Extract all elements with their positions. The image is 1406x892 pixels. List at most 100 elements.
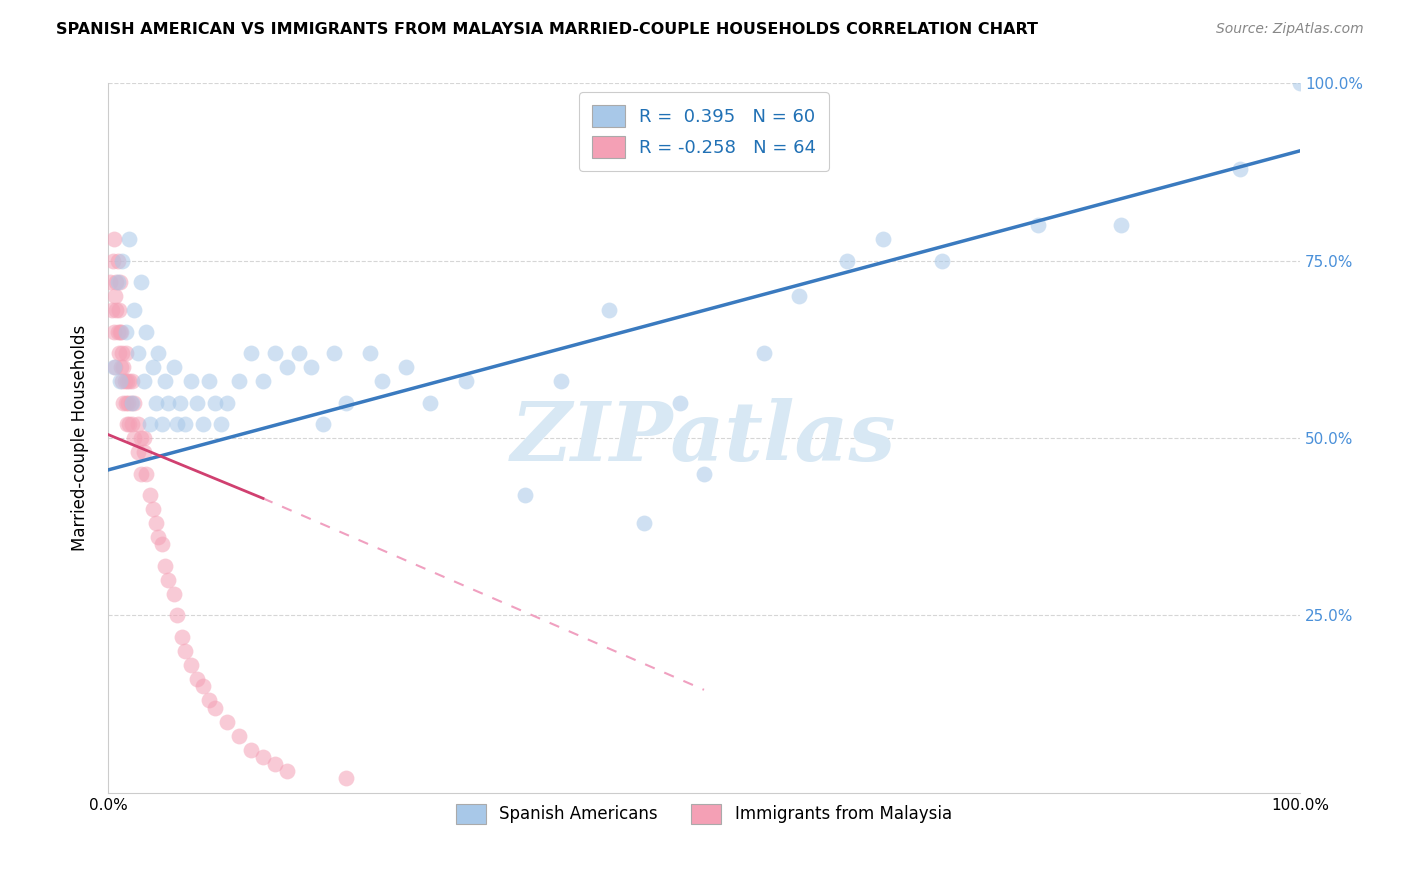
Point — [633, 516, 655, 530]
Point — [135, 467, 157, 481]
Point — [107, 303, 129, 318]
Point — [121, 417, 143, 431]
Point — [931, 253, 953, 268]
Point — [127, 417, 149, 431]
Point — [252, 750, 274, 764]
Text: ZIPatlas: ZIPatlas — [512, 398, 897, 478]
Point — [105, 303, 128, 318]
Point — [131, 431, 153, 445]
Point — [146, 530, 169, 544]
Point — [240, 743, 263, 757]
Point — [115, 417, 138, 431]
Point — [122, 431, 145, 445]
Point — [118, 232, 141, 246]
Point — [162, 360, 184, 375]
Point — [127, 445, 149, 459]
Y-axis label: Married-couple Households: Married-couple Households — [72, 325, 89, 551]
Point — [162, 587, 184, 601]
Point — [335, 395, 357, 409]
Point — [240, 346, 263, 360]
Point — [276, 360, 298, 375]
Point — [127, 346, 149, 360]
Point — [120, 395, 142, 409]
Point — [108, 275, 131, 289]
Point — [193, 417, 215, 431]
Point — [110, 325, 132, 339]
Text: Source: ZipAtlas.com: Source: ZipAtlas.com — [1216, 22, 1364, 37]
Point — [138, 417, 160, 431]
Point — [145, 395, 167, 409]
Point — [131, 467, 153, 481]
Point — [132, 374, 155, 388]
Point — [169, 395, 191, 409]
Point — [111, 374, 134, 388]
Point — [217, 395, 239, 409]
Point — [103, 232, 125, 246]
Point — [114, 374, 136, 388]
Point — [132, 445, 155, 459]
Point — [100, 275, 122, 289]
Point — [276, 764, 298, 779]
Point — [107, 346, 129, 360]
Point — [395, 360, 418, 375]
Point — [103, 325, 125, 339]
Point — [170, 630, 193, 644]
Point — [166, 417, 188, 431]
Point — [107, 253, 129, 268]
Point — [132, 431, 155, 445]
Point — [150, 537, 173, 551]
Point — [111, 346, 134, 360]
Point — [419, 395, 441, 409]
Point — [193, 679, 215, 693]
Point — [135, 325, 157, 339]
Point — [1109, 219, 1132, 233]
Point — [101, 253, 124, 268]
Point — [155, 558, 177, 573]
Point — [186, 672, 208, 686]
Point — [156, 573, 179, 587]
Point — [454, 374, 477, 388]
Point — [1026, 219, 1049, 233]
Point — [150, 417, 173, 431]
Legend: Spanish Americans, Immigrants from Malaysia: Spanish Americans, Immigrants from Malay… — [446, 794, 962, 834]
Point — [217, 714, 239, 729]
Point — [115, 395, 138, 409]
Point — [115, 374, 138, 388]
Point — [371, 374, 394, 388]
Point — [105, 275, 128, 289]
Point — [145, 516, 167, 530]
Point — [142, 360, 165, 375]
Point — [287, 346, 309, 360]
Point — [107, 325, 129, 339]
Text: SPANISH AMERICAN VS IMMIGRANTS FROM MALAYSIA MARRIED-COUPLE HOUSEHOLDS CORRELATI: SPANISH AMERICAN VS IMMIGRANTS FROM MALA… — [56, 22, 1038, 37]
Point — [311, 417, 333, 431]
Point — [209, 417, 232, 431]
Point — [111, 253, 134, 268]
Point — [669, 395, 692, 409]
Point — [112, 395, 135, 409]
Point — [121, 374, 143, 388]
Point — [155, 374, 177, 388]
Point — [118, 417, 141, 431]
Point — [104, 289, 127, 303]
Point — [100, 303, 122, 318]
Point — [598, 303, 620, 318]
Point — [122, 395, 145, 409]
Point — [693, 467, 716, 481]
Point — [166, 608, 188, 623]
Point — [131, 275, 153, 289]
Point — [228, 374, 250, 388]
Point — [264, 346, 287, 360]
Point — [204, 700, 226, 714]
Point — [115, 325, 138, 339]
Point — [104, 360, 127, 375]
Point — [103, 360, 125, 375]
Point — [186, 395, 208, 409]
Point — [198, 693, 221, 707]
Point — [117, 395, 139, 409]
Point — [121, 395, 143, 409]
Point — [264, 757, 287, 772]
Point — [335, 772, 357, 786]
Point — [299, 360, 322, 375]
Point — [142, 502, 165, 516]
